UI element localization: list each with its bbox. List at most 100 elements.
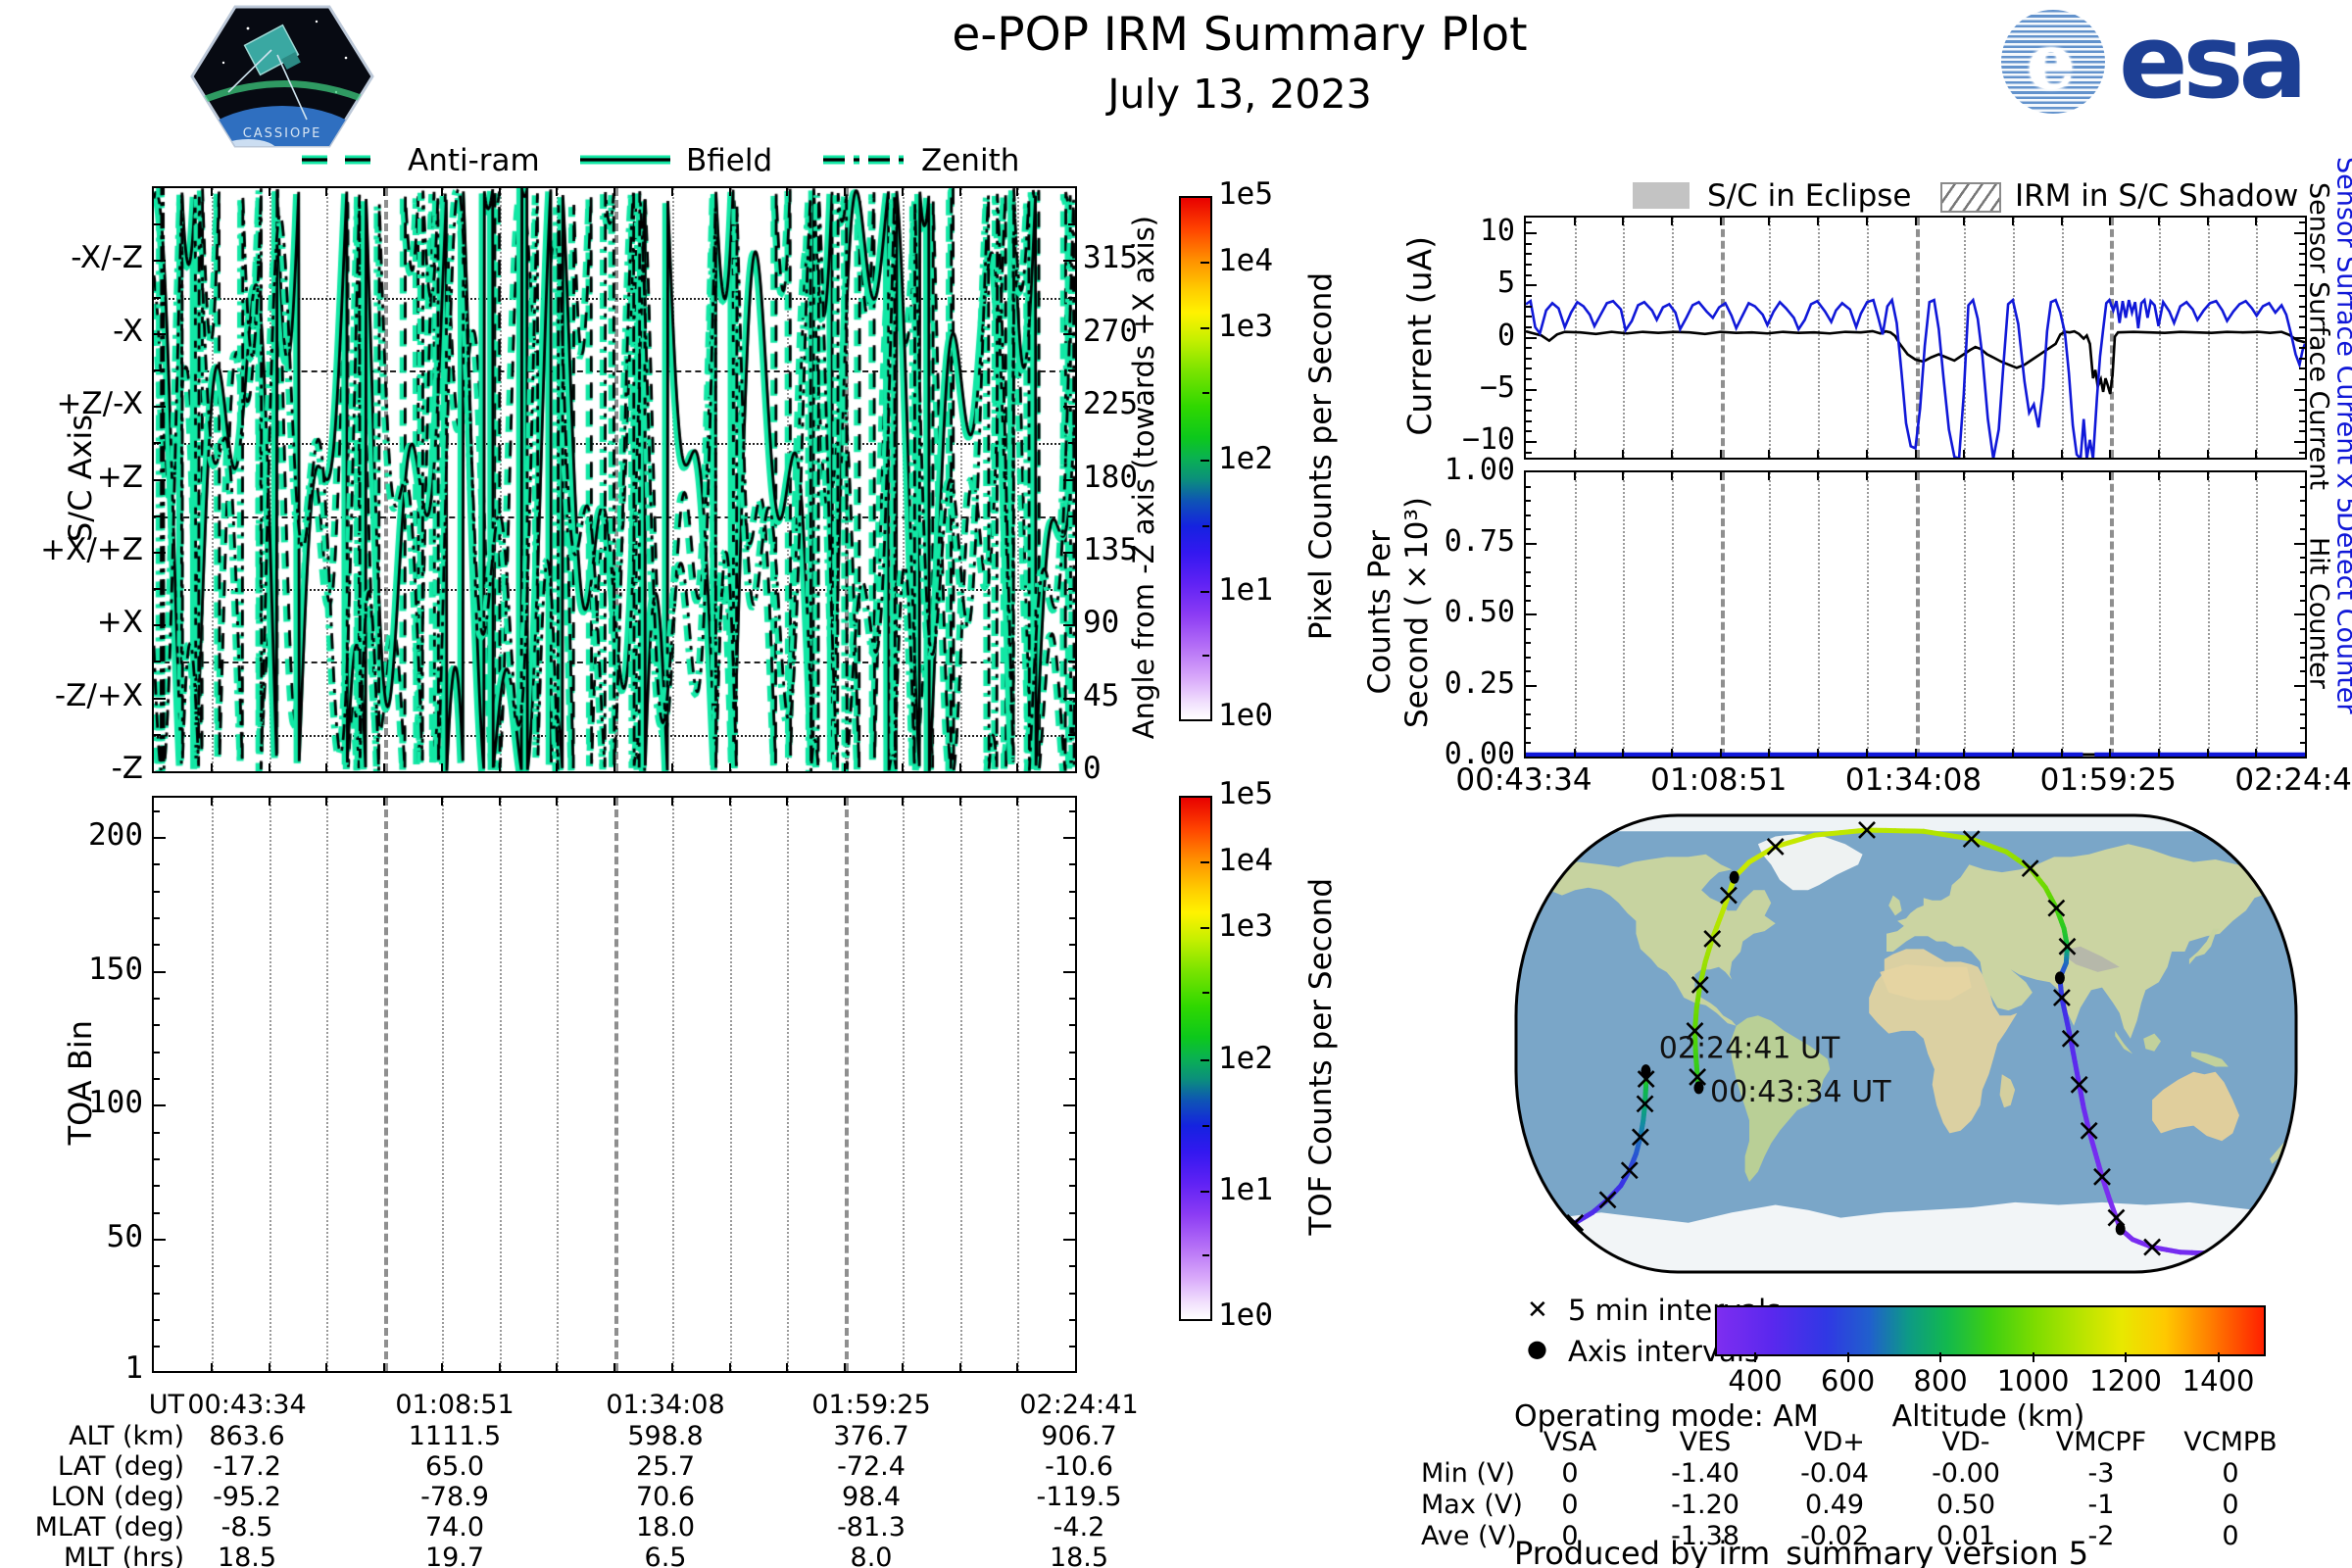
ephemeris-row-label: ALT (km)	[69, 1421, 184, 1451]
tick-mark	[1914, 450, 1917, 458]
tof-cb-tick-label: 1e1	[1218, 1172, 1273, 1208]
five-min-marker	[1522, 1229, 1541, 1248]
ephemeris-cell: 18.5	[1049, 1543, 1109, 1568]
tick-mark	[1526, 325, 1532, 328]
time-axis-label: 02:24:41	[2234, 762, 2352, 798]
tick-mark	[1526, 316, 1532, 318]
tick-mark	[1526, 514, 1531, 516]
tick-mark	[1526, 388, 1537, 391]
ephemeris-row-label: MLT (hrs)	[63, 1543, 184, 1568]
tick-mark	[268, 188, 270, 196]
current-series	[1526, 297, 2305, 458]
tick-mark	[2300, 557, 2305, 559]
five-min-marker	[2093, 1167, 2111, 1186]
minor-gridline	[2061, 218, 2064, 458]
page-date: July 13, 2023	[1107, 71, 1372, 118]
ephemeris-cell: -95.2	[213, 1482, 281, 1512]
tick-mark	[1526, 627, 1531, 630]
tick-mark	[1016, 798, 1019, 806]
voltage-cell: -0.04	[1800, 1458, 1869, 1489]
counts-ytick: 0.00	[1444, 737, 1515, 771]
tick-mark	[1719, 472, 1722, 480]
ephemeris-cell: -119.5	[1036, 1482, 1122, 1512]
toa-ytick: 200	[88, 817, 143, 853]
tick-mark	[1016, 763, 1019, 771]
tick-mark	[2300, 528, 2305, 530]
minor-gridline	[787, 798, 790, 1371]
angle-axis-tick: 270	[1083, 313, 1138, 349]
tick-mark	[901, 1363, 904, 1371]
ephemeris-cell: 18.5	[217, 1543, 277, 1568]
counts-plot	[1524, 470, 2307, 759]
tick-mark	[154, 1131, 160, 1134]
ephemeris-cell: 1111.5	[408, 1421, 502, 1451]
tick-mark	[268, 763, 270, 771]
pixel-cb-tick-label: 1e2	[1218, 440, 1273, 476]
borneo	[2143, 1033, 2161, 1052]
minor-gridline	[1574, 218, 1577, 458]
tick-mark	[2299, 357, 2305, 360]
tick-mark	[1526, 451, 1532, 454]
ephemeris-cell: 98.4	[841, 1482, 902, 1512]
tick-mark	[613, 1363, 615, 1371]
minor-gridline	[2207, 472, 2210, 757]
tick-mark	[1526, 263, 1532, 266]
tick-mark	[2011, 472, 2014, 480]
tick-mark	[154, 1292, 160, 1295]
five-min-marker	[2070, 1075, 2088, 1094]
tick-mark	[1069, 1158, 1075, 1161]
tick-mark	[2299, 294, 2305, 297]
tick-mark	[1526, 399, 1532, 402]
five-min-marker	[1637, 1070, 1655, 1088]
angle-axis-tick: 0	[1083, 751, 1102, 786]
tick-mark	[2299, 347, 2305, 350]
tick-mark	[1069, 1265, 1075, 1268]
five-min-marker	[1636, 1095, 1654, 1113]
minor-gridline	[2158, 218, 2161, 458]
tick-mark	[958, 188, 961, 196]
tick-mark	[1622, 450, 1625, 458]
tick-mark	[1526, 727, 1531, 729]
tick-mark	[1068, 588, 1075, 591]
tick-mark	[383, 188, 385, 196]
alt-tick	[2032, 1352, 2034, 1362]
axis-plot-ytick: +Z	[96, 459, 143, 495]
tick-mark	[440, 1363, 443, 1371]
ephemeris-cell: -4.2	[1053, 1512, 1105, 1543]
tick-mark	[1865, 218, 1868, 225]
alt-tick	[2217, 1352, 2220, 1362]
voltage-cell: -0.02	[1800, 1521, 1869, 1551]
alt-tick-label: 1400	[2181, 1364, 2255, 1397]
tick-mark	[901, 763, 904, 771]
tick-mark	[1063, 478, 1075, 481]
minor-gridline	[1866, 472, 1869, 757]
tick-mark	[2294, 441, 2305, 444]
tick-mark	[1526, 336, 1537, 339]
tick-mark	[2060, 450, 2063, 458]
ephemeris-cell: 65.0	[424, 1451, 485, 1482]
tick-mark	[2300, 599, 2305, 602]
tick-mark	[2300, 514, 2305, 516]
voltage-row-label: Min (V)	[1421, 1458, 1516, 1489]
five-min-marker	[2241, 1242, 2260, 1260]
tick-mark	[1068, 661, 1075, 663]
minor-gridline	[1964, 472, 1967, 757]
voltage-cell: -1	[2087, 1490, 2115, 1520]
axis-interval-marker	[1729, 870, 1740, 884]
minor-gridline	[2256, 218, 2259, 458]
tick-mark	[1526, 294, 1532, 297]
world-map: 02:24:41 UT 00:43:34 UT	[1514, 813, 2298, 1274]
pixel-cb-tick-label: 1e5	[1218, 176, 1273, 212]
tick-mark	[1526, 284, 1537, 287]
tick-mark	[958, 798, 961, 806]
tick-mark	[154, 406, 166, 409]
page-title: e-POP IRM Summary Plot	[952, 8, 1528, 62]
tick-mark	[1914, 218, 1917, 225]
tick-mark	[1526, 599, 1531, 602]
pixel-colorbar-title-wrap: Pixel Counts per Second	[1303, 196, 1339, 717]
axis-interval-marker	[1641, 1064, 1651, 1078]
minor-gridline	[326, 798, 329, 1371]
tick-mark	[2294, 613, 2305, 615]
pixel-cb-tick-label: 1e4	[1218, 242, 1273, 278]
current-series	[1526, 329, 2305, 395]
